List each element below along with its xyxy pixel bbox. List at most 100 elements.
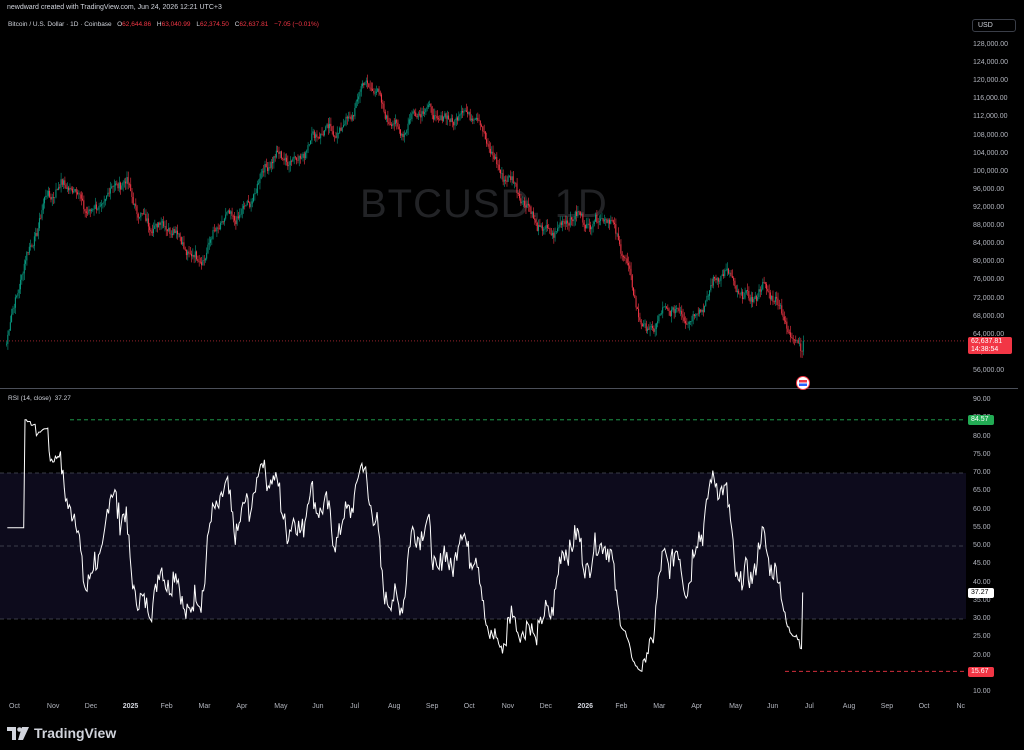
- candle-body: [605, 219, 607, 220]
- candle-body: [345, 116, 347, 125]
- candle-body: [56, 189, 58, 191]
- candle-body: [669, 310, 671, 316]
- candle-body: [712, 276, 714, 286]
- candle-body: [44, 197, 46, 204]
- candle-body: [302, 153, 304, 158]
- candle-body: [753, 299, 755, 303]
- candle-body: [241, 208, 243, 215]
- candle-body: [598, 221, 600, 223]
- candle-body: [762, 282, 764, 290]
- candle-body: [150, 229, 152, 232]
- candle-body: [434, 115, 436, 120]
- candle-body: [696, 313, 698, 316]
- time-tick: Jun: [767, 703, 779, 710]
- pane-separator[interactable]: [0, 388, 1018, 389]
- candle-body: [364, 81, 366, 86]
- candle-body: [431, 106, 433, 116]
- candle-body: [763, 282, 765, 283]
- rsi-label[interactable]: RSI (14, close): [8, 395, 51, 402]
- candle-body: [66, 187, 68, 189]
- candle-body: [624, 257, 626, 259]
- candle-body: [255, 192, 257, 194]
- candle-body: [681, 310, 683, 315]
- candle-body: [777, 298, 779, 306]
- candle-body: [216, 227, 218, 232]
- price-tick: 100,000.00: [973, 167, 1009, 175]
- candle-body: [32, 245, 34, 247]
- candle-body: [251, 201, 253, 204]
- candle-body: [736, 290, 738, 293]
- candle-body: [729, 272, 731, 274]
- candle-body: [14, 297, 16, 308]
- candle-body: [361, 83, 363, 87]
- candle-body: [9, 322, 11, 331]
- candle-body: [242, 205, 244, 209]
- candle-body: [602, 218, 604, 222]
- candle-body: [413, 111, 415, 113]
- candle-body: [256, 183, 258, 193]
- candle-body: [340, 127, 342, 131]
- rsi-tick: 60.00: [973, 505, 991, 513]
- time-tick: Mar: [198, 703, 211, 710]
- price-tick: 80,000.00: [973, 258, 1005, 266]
- candle-body: [446, 115, 448, 119]
- candle-body: [393, 123, 395, 125]
- candle-body: [41, 210, 43, 219]
- candle-body: [392, 123, 394, 127]
- time-tick: Sep: [880, 703, 894, 710]
- candle-body: [321, 133, 323, 135]
- candle-body: [332, 131, 334, 136]
- candle-body: [563, 220, 565, 222]
- candle-body: [578, 211, 580, 213]
- candle-body: [313, 131, 315, 138]
- candle-body: [189, 253, 191, 255]
- candle-body: [389, 124, 391, 125]
- candle-body: [802, 340, 804, 352]
- time-tick: 2025: [122, 703, 139, 710]
- candle-body: [173, 229, 175, 235]
- candle-body: [510, 176, 512, 181]
- candle-body: [458, 115, 460, 121]
- candle-body: [311, 133, 313, 141]
- candle-body: [369, 87, 371, 89]
- candle-body: [85, 211, 87, 213]
- candle-body: [650, 326, 652, 327]
- candle-body: [715, 278, 717, 281]
- candle-body: [463, 111, 465, 113]
- time-tick: Sep: [425, 703, 439, 710]
- candle-body: [365, 80, 367, 82]
- candle-body: [21, 274, 23, 280]
- candle-body: [610, 219, 612, 224]
- candle-body: [155, 223, 157, 226]
- candle-body: [18, 289, 20, 294]
- candle-body: [473, 119, 475, 121]
- rsi-tick: 90.00: [973, 396, 991, 403]
- candle-body: [145, 213, 147, 221]
- candle-body: [55, 189, 57, 198]
- candle-body: [526, 203, 528, 208]
- candle-body: [432, 115, 434, 120]
- candle-body: [512, 176, 514, 183]
- candle-body: [287, 161, 289, 167]
- candle-body: [263, 171, 265, 173]
- symbol-description[interactable]: Bitcoin / U.S. Dollar · 1D · Coinbase: [8, 21, 112, 28]
- candle-body: [30, 245, 32, 247]
- currency-selector[interactable]: USD: [972, 19, 1016, 32]
- candle-body: [776, 296, 778, 299]
- tradingview-logo[interactable]: TradingView: [7, 725, 116, 741]
- economic-event-icon[interactable]: [796, 376, 810, 390]
- candle-body: [448, 115, 450, 120]
- candle-body: [297, 160, 299, 161]
- candle-body: [639, 317, 641, 321]
- candle-body: [536, 222, 538, 231]
- candle-body: [250, 203, 252, 208]
- candle-body: [196, 251, 198, 260]
- candle-body: [692, 314, 694, 322]
- candle-body: [185, 249, 187, 256]
- candle-body: [329, 123, 331, 129]
- candle-body: [641, 324, 643, 327]
- candle-body: [161, 221, 163, 223]
- candle-body: [733, 278, 735, 281]
- candle-body: [206, 252, 208, 259]
